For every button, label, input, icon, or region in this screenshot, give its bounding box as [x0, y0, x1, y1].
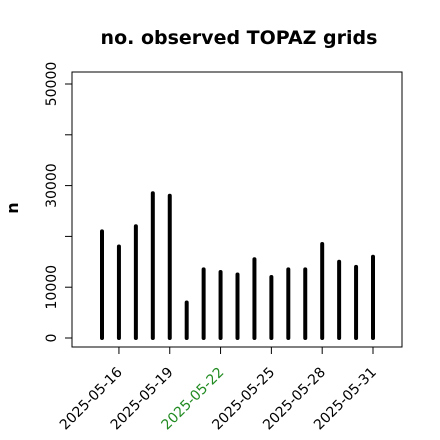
chart-title: no. observed TOPAZ grids — [101, 27, 378, 49]
y-tick-label: 10000 — [44, 265, 60, 310]
y-tick-label: 30000 — [44, 163, 60, 208]
y-tick-label: 0 — [44, 334, 60, 343]
y-axis-label: n — [3, 202, 22, 213]
y-tick-label: 50000 — [44, 62, 60, 107]
y-axis: 0 10000 30000 50000 — [44, 62, 73, 343]
bars — [100, 191, 375, 340]
x-axis: 2025-05-162025-05-192025-05-222025-05-25… — [57, 346, 380, 433]
